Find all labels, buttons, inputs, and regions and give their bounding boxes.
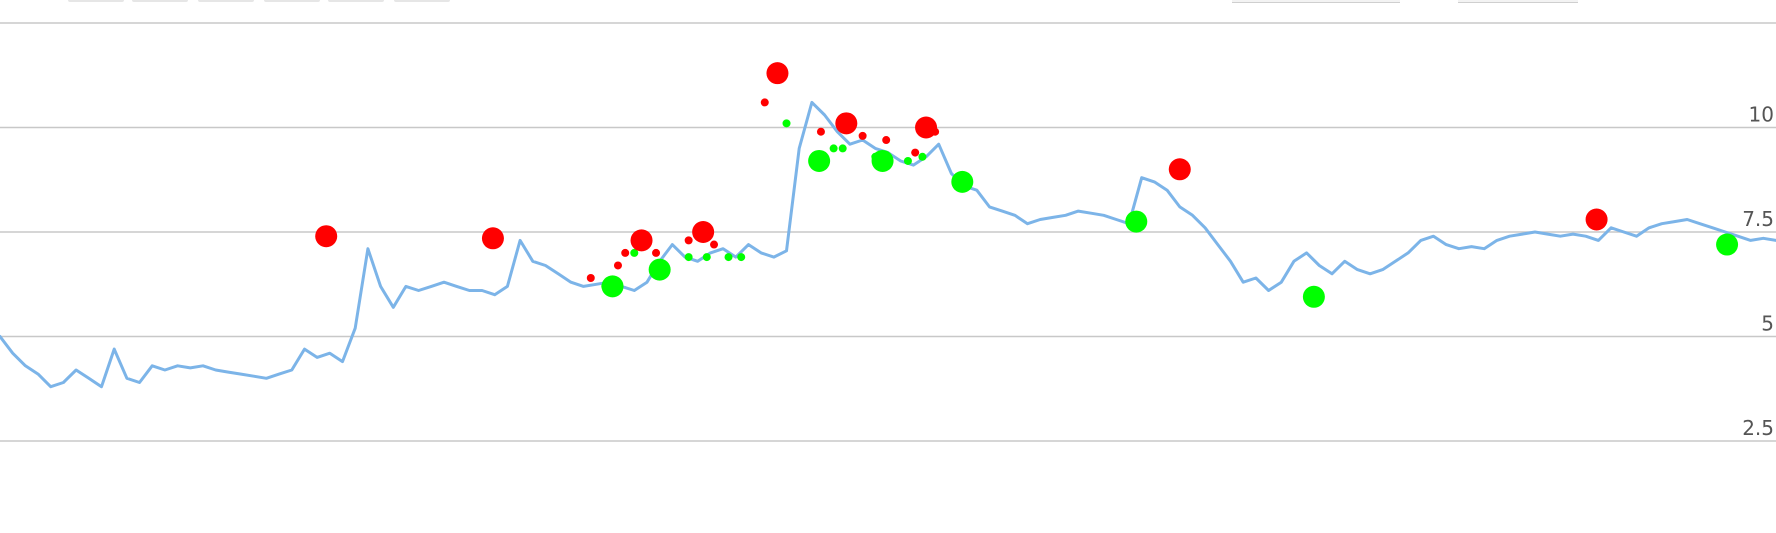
buy-signal-marker: [601, 275, 624, 298]
sell-signal-marker: [586, 274, 595, 282]
range-button[interactable]: [328, 0, 384, 2]
range-button[interactable]: [132, 0, 188, 2]
sell-signal-marker: [621, 248, 630, 257]
buy-signal-marker: [782, 119, 791, 128]
sell-signal-marker: [684, 236, 693, 245]
sell-signal-marker: [835, 112, 858, 135]
buy-signal-marker: [1302, 285, 1325, 308]
sell-signal-marker: [652, 248, 661, 257]
trade-signals: [315, 62, 1739, 308]
buy-signal-marker: [838, 144, 847, 153]
sell-signal-marker: [710, 240, 719, 249]
date-to-input[interactable]: [1458, 0, 1578, 3]
sell-signal-marker: [931, 127, 940, 136]
sell-signal-marker: [630, 229, 653, 252]
date-from-input[interactable]: [1232, 0, 1400, 3]
sell-signal-marker: [481, 227, 504, 250]
buy-signal-marker: [1716, 233, 1739, 256]
sell-signal-marker: [816, 127, 825, 136]
range-button[interactable]: [394, 0, 450, 2]
buy-signal-marker: [871, 149, 894, 172]
sell-signal-marker: [315, 225, 338, 248]
sell-signal-marker: [760, 98, 769, 107]
buy-signal-marker: [648, 258, 671, 281]
y-tick-label: 2.5: [1742, 416, 1774, 440]
buy-signal-marker: [808, 149, 831, 172]
buy-signal-marker: [630, 248, 639, 257]
sell-signal-marker: [858, 131, 867, 140]
y-tick-label: 5: [1761, 312, 1774, 336]
y-tick-label: 7.5: [1742, 207, 1774, 231]
buy-signal-marker: [724, 253, 733, 262]
buy-signal-marker: [702, 253, 711, 262]
sell-signal-marker: [692, 221, 715, 244]
sell-signal-marker: [1168, 158, 1191, 181]
range-button[interactable]: [264, 0, 320, 2]
sell-signal-marker: [613, 261, 622, 270]
sell-signal-marker: [882, 136, 891, 145]
toolbar: [0, 0, 1776, 6]
buy-signal-marker: [918, 152, 927, 161]
sell-signal-marker: [766, 62, 789, 85]
buy-signal-marker: [903, 156, 912, 165]
sell-signal-marker: [911, 148, 920, 157]
y-axis-ticks: 2.5 5 7.5 10: [1742, 103, 1774, 441]
price-line: [0, 100, 1776, 389]
sell-signal-marker: [1585, 208, 1608, 231]
buy-signal-marker: [829, 144, 838, 153]
buy-signal-marker: [951, 170, 974, 193]
buy-signal-marker: [684, 253, 693, 262]
gridlines: [0, 126, 1776, 442]
range-button[interactable]: [68, 0, 124, 2]
range-button[interactable]: [198, 0, 254, 2]
y-tick-label: 10: [1749, 103, 1774, 127]
buy-signal-marker: [1125, 210, 1148, 233]
buy-signal-marker: [737, 253, 746, 262]
